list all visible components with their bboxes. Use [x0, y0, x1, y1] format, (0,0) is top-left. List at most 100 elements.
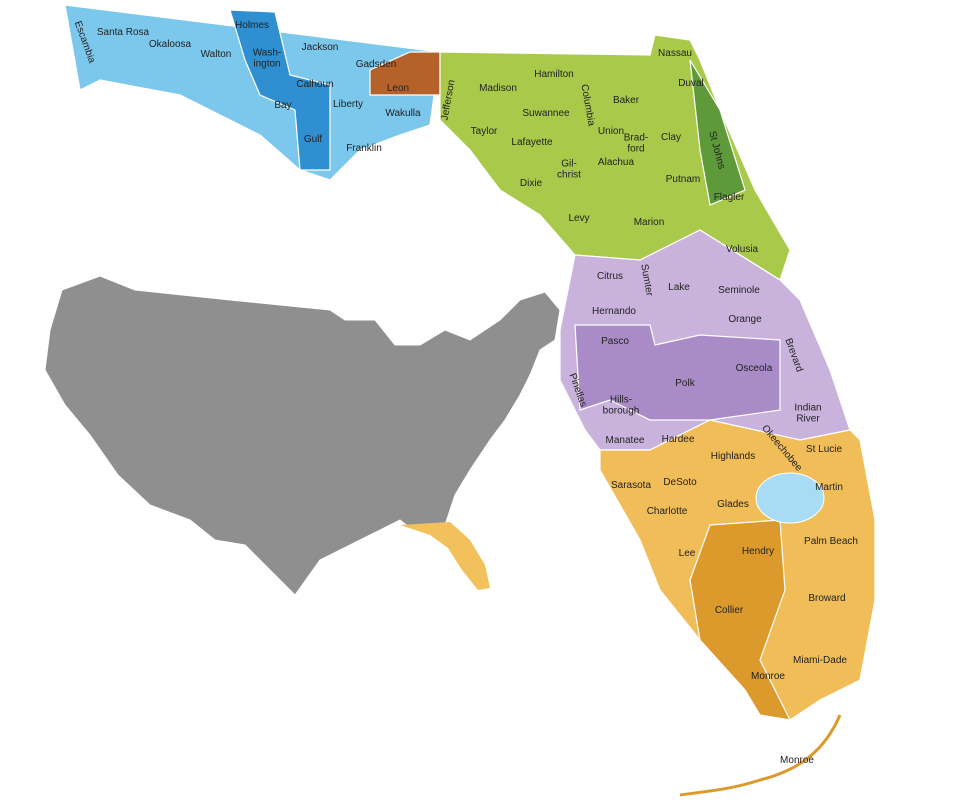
county-label-line: Citrus — [597, 271, 623, 282]
county-label-line: Clay — [661, 132, 681, 143]
county-label-line: Lee — [679, 548, 696, 559]
county-label: Wakulla — [385, 108, 421, 119]
county-label: Duval — [678, 78, 704, 89]
county-label: Hamilton — [534, 69, 573, 80]
county-label: Jackson — [302, 42, 339, 53]
county-label: Brad-ford — [624, 132, 648, 154]
county-label-line: Nassau — [658, 48, 692, 59]
county-label: Walton — [201, 49, 232, 60]
county-label: Lake — [668, 282, 690, 293]
county-label-line: Calhoun — [296, 79, 333, 90]
county-label: Martin — [815, 482, 843, 493]
region-south-dark — [689, 519, 792, 721]
county-label: Putnam — [666, 174, 700, 185]
county-label-line: Wash- — [253, 47, 282, 58]
county-label-line: Collier — [715, 605, 744, 616]
county-label-line: Walton — [201, 49, 232, 60]
county-label-line: Hills- — [610, 394, 632, 405]
county-label: Nassau — [658, 48, 692, 59]
county-label: Madison — [479, 83, 517, 94]
county-label-line: Baker — [613, 95, 640, 106]
county-label: Taylor — [471, 126, 498, 137]
county-label: Flagler — [714, 192, 745, 203]
county-label-line: Glades — [717, 499, 749, 510]
county-label: Santa Rosa — [97, 27, 150, 38]
county-label-line: Hamilton — [534, 69, 573, 80]
county-label: DeSoto — [663, 477, 697, 488]
county-label-line: Okaloosa — [149, 39, 192, 50]
county-label-line: Indian — [794, 402, 821, 413]
county-label: Calhoun — [296, 79, 333, 90]
county-label-line: Polk — [675, 378, 695, 389]
county-label: Hills-borough — [603, 394, 640, 416]
county-label-line: Gil- — [561, 158, 577, 169]
county-label-line: Wakulla — [385, 108, 421, 119]
county-label-line: Holmes — [235, 20, 269, 31]
county-label-line: Sarasota — [611, 480, 651, 491]
county-label: Monroe — [751, 671, 785, 682]
county-label: Lafayette — [511, 137, 553, 148]
county-label-line: Pasco — [601, 336, 629, 347]
county-label: Miami-Dade — [793, 655, 847, 666]
county-label-line: Monroe — [751, 671, 785, 682]
county-label: Pasco — [601, 336, 629, 347]
county-label: Levy — [568, 213, 589, 224]
county-label-line: Suwannee — [522, 108, 570, 119]
county-label: Wash-ington — [253, 47, 282, 69]
county-label-line: Orange — [728, 314, 762, 325]
county-label: Citrus — [597, 271, 623, 282]
county-label-line: Lake — [668, 282, 690, 293]
county-label: Orange — [728, 314, 762, 325]
county-label-line: Lafayette — [511, 137, 553, 148]
region-northwest — [64, 4, 441, 181]
county-label: Seminole — [718, 285, 760, 296]
county-label-line: River — [796, 413, 820, 424]
county-label-line: borough — [603, 405, 640, 416]
county-label-line: Liberty — [333, 99, 363, 110]
county-label-line: Leon — [387, 83, 409, 94]
region-central-dark — [574, 324, 781, 421]
county-label: Baker — [613, 95, 640, 106]
county-label: Gulf — [304, 134, 323, 145]
county-label: Indian River — [794, 402, 821, 424]
county-label-line: Highlands — [711, 451, 755, 462]
county-label: Volusia — [726, 244, 759, 255]
county-label-line: Gulf — [304, 134, 323, 145]
county-label: Franklin — [346, 143, 382, 154]
county-label: Dixie — [520, 178, 543, 189]
county-label-line: Putnam — [666, 174, 700, 185]
county-label-line: Flagler — [714, 192, 745, 203]
county-label-line: Hendry — [742, 546, 774, 557]
county-label-line: Martin — [815, 482, 843, 493]
county-label-line: Madison — [479, 83, 517, 94]
county-label: Marion — [634, 217, 665, 228]
county-label-line: Levy — [568, 213, 589, 224]
county-label-line: DeSoto — [663, 477, 697, 488]
county-label-line: Hardee — [662, 434, 695, 445]
county-label: Liberty — [333, 99, 363, 110]
region-northwest-dark — [229, 9, 331, 171]
region-north-dark — [689, 59, 746, 206]
county-label-line: St Lucie — [806, 444, 843, 455]
county-label: Glades — [717, 499, 749, 510]
county-label: Charlotte — [647, 506, 688, 517]
county-label: Hernando — [592, 306, 636, 317]
county-label: Collier — [715, 605, 744, 616]
county-label: Manatee — [606, 435, 645, 446]
county-label-line: Palm Beach — [804, 536, 858, 547]
county-label: Highlands — [711, 451, 755, 462]
county-label: Okaloosa — [149, 39, 192, 50]
county-label-line: Santa Rosa — [97, 27, 150, 38]
county-label: Palm Beach — [804, 536, 858, 547]
county-label-line: Duval — [678, 78, 704, 89]
usa-silhouette — [44, 275, 561, 596]
county-label-line: Charlotte — [647, 506, 688, 517]
county-label-line: Taylor — [471, 126, 498, 137]
county-label: Broward — [808, 593, 845, 604]
county-label-line: Gadsden — [356, 59, 397, 70]
county-label-line: christ — [557, 169, 581, 180]
county-label: Holmes — [235, 20, 269, 31]
county-label: Monroe — [780, 755, 814, 766]
county-label-line: Osceola — [736, 363, 773, 374]
